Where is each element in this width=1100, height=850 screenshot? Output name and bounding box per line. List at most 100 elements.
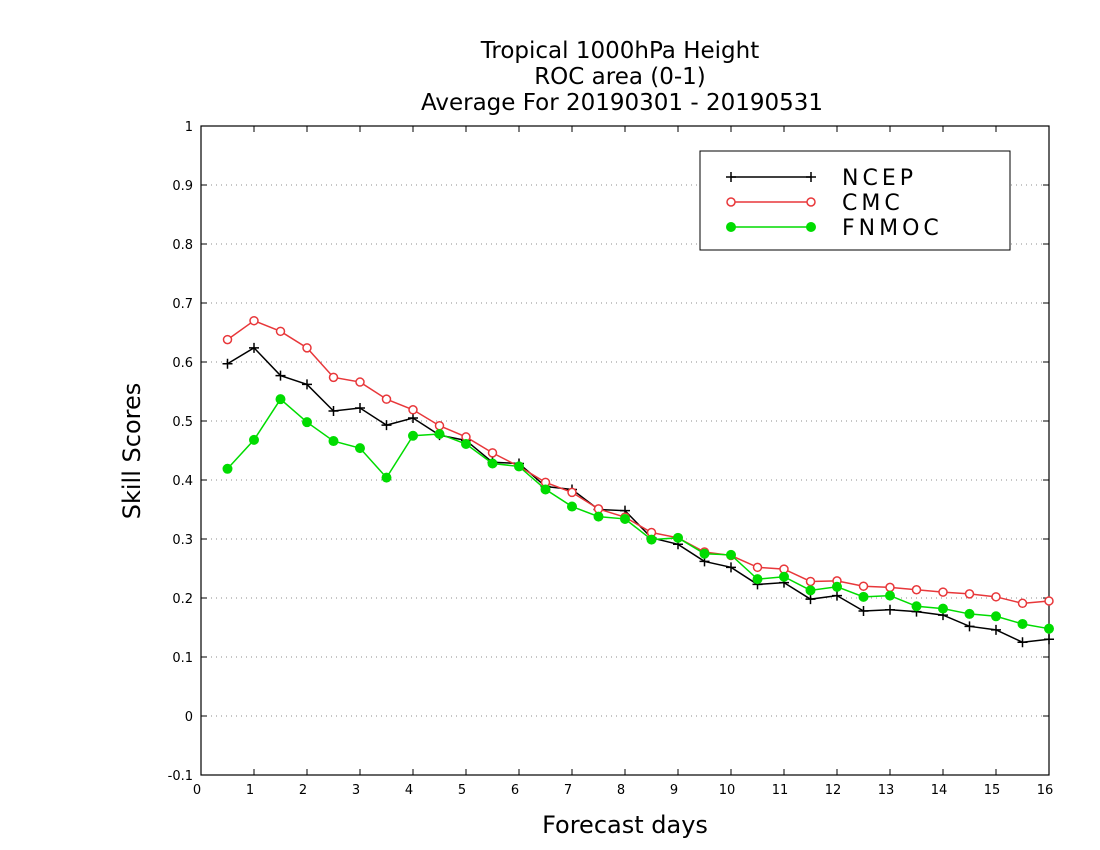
y-tick-label: 0.9 [172,179,193,194]
x-tick-label: 1 [246,783,254,798]
fnmoc-point [408,430,418,441]
cmc-point [938,587,948,597]
x-tick-label: 10 [719,783,736,798]
legend-box [699,150,1011,251]
legend-fnmoc-point [726,222,736,232]
fnmoc-point [911,601,922,612]
ncep-point [964,621,975,632]
legend-label-fnmoc: FNMOC [842,216,943,241]
legend-fnmoc-point [806,222,816,232]
fnmoc-point [858,591,869,602]
cmc-point [487,448,498,458]
y-tick-label: 0.8 [172,238,193,253]
fnmoc-point [885,590,895,601]
y-tick-label: 0.6 [172,356,193,371]
x-tick-label: 4 [405,783,413,798]
fnmoc-point [832,581,842,592]
ncep-point [408,413,418,424]
fnmoc-point [1044,623,1054,634]
x-axis-label: Forecast days [542,811,708,839]
chart-title-line-3: Average For 20190301 - 20190531 [421,90,823,116]
y-tick-label: -0.1 [168,769,193,784]
x-tick-label: 16 [1037,783,1054,798]
legend-item-fnmoc: FNMOC [726,216,943,241]
cmc-point [275,326,286,337]
fnmoc-point [381,472,392,483]
y-tick-label: 0.2 [172,592,193,607]
fnmoc-point [620,513,630,524]
fnmoc-line [226,398,1050,630]
series-cmc [222,315,1054,609]
fnmoc-point [1017,618,1028,629]
cmc-point [1017,598,1028,609]
y-tick-label: 0.1 [172,651,193,666]
x-tick-label: 8 [617,783,625,798]
ncep-line [227,346,1050,644]
ncep-point [328,405,339,416]
grid-lines [201,184,1049,717]
ncep-point [381,420,392,431]
legend-ncep-point [726,172,736,182]
x-tick-label: 6 [511,783,519,798]
x-tick-label: 14 [931,783,948,798]
ncep-point [726,562,736,573]
fnmoc-point [328,436,339,447]
legend-item-cmc: CMC [726,191,900,216]
ncep-point [885,604,895,615]
fnmoc-point [726,549,736,560]
legend-cmc-point [726,197,736,207]
x-tick-label: 12 [825,783,842,798]
fnmoc-point [249,434,259,445]
series-ncep [222,342,1054,648]
ncep-point [355,403,365,414]
x-tick-label: 0 [193,783,201,798]
x-tick-label: 5 [458,783,466,798]
ncep-point [275,370,286,381]
legend-label-ncep: NCEP [842,166,917,191]
legend-cmc-point [806,197,816,207]
x-tick-label: 13 [878,783,895,798]
x-tick-label: 15 [984,783,1001,798]
x-tick-label: 11 [772,783,789,798]
cmc-point [885,582,895,593]
cmc-point [381,394,392,404]
cmc-point [567,487,577,498]
fnmoc-point [964,608,975,619]
ncep-point [858,605,869,616]
cmc-point [302,343,312,353]
cmc-point [752,562,763,573]
fnmoc-point [779,571,789,582]
fnmoc-point [673,532,683,543]
fnmoc-point [699,548,710,559]
cmc-point [805,576,816,587]
ncep-point [805,594,816,605]
cmc-point [858,581,869,591]
cmc-line [227,319,1050,605]
fnmoc-point [487,458,498,469]
cmc-point [911,584,922,595]
fnmoc-point [540,484,551,495]
fnmoc-point [461,439,471,450]
ncep-point [249,342,259,353]
fnmoc-point [938,603,948,614]
fnmoc-point [805,585,816,596]
ncep-point [991,624,1001,635]
cmc-point [991,592,1001,602]
legend-item-ncep: NCEP [726,166,917,191]
cmc-point [222,334,233,345]
y-tick-label: 0.3 [172,533,193,548]
x-tick-label: 2 [299,783,307,798]
y-tick-label: 0.7 [172,297,193,312]
ncep-point [1044,634,1054,645]
fnmoc-point [275,394,286,405]
fnmoc-point [514,461,524,472]
chart-title-line-1: Tropical 1000hPa Height [480,38,760,64]
fnmoc-point [222,463,233,474]
fnmoc-point [355,443,365,454]
x-tick-label: 7 [564,783,572,798]
ncep-point [302,379,312,390]
fnmoc-point [593,511,604,522]
x-tick-label: 9 [670,783,678,798]
